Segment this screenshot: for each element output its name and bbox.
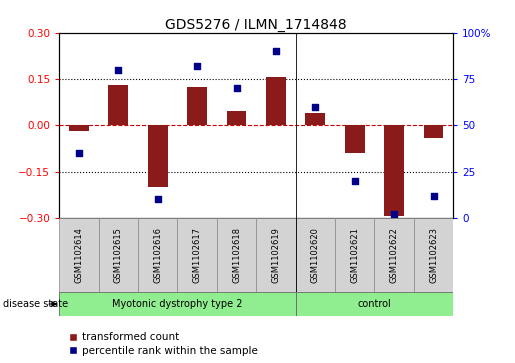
Bar: [148, 125, 167, 187]
Bar: [424, 125, 443, 138]
Text: Myotonic dystrophy type 2: Myotonic dystrophy type 2: [112, 299, 243, 309]
Bar: [177, 218, 217, 292]
Point: [153, 196, 162, 202]
Bar: [99, 218, 138, 292]
Bar: [217, 218, 256, 292]
Bar: [266, 77, 286, 125]
Bar: [414, 218, 453, 292]
Bar: [374, 218, 414, 292]
Bar: [138, 218, 177, 292]
Text: GSM1102616: GSM1102616: [153, 227, 162, 283]
Point: [311, 104, 319, 110]
Bar: [59, 218, 99, 292]
Bar: [256, 218, 296, 292]
Title: GDS5276 / ILMN_1714848: GDS5276 / ILMN_1714848: [165, 18, 347, 32]
Bar: [335, 218, 374, 292]
Text: GSM1102622: GSM1102622: [390, 227, 399, 283]
Bar: [69, 125, 89, 131]
Point: [272, 48, 280, 54]
Text: GSM1102617: GSM1102617: [193, 227, 201, 283]
Point: [232, 85, 241, 91]
Bar: [384, 125, 404, 216]
Bar: [109, 85, 128, 125]
Text: GSM1102615: GSM1102615: [114, 227, 123, 283]
Text: GSM1102618: GSM1102618: [232, 227, 241, 283]
Text: GSM1102623: GSM1102623: [429, 227, 438, 283]
Bar: [187, 87, 207, 125]
Point: [75, 150, 83, 156]
Text: GSM1102614: GSM1102614: [75, 227, 83, 283]
Bar: [305, 113, 325, 125]
Point: [430, 193, 438, 199]
Text: GSM1102621: GSM1102621: [350, 227, 359, 283]
Point: [351, 178, 359, 184]
Legend: transformed count, percentile rank within the sample: transformed count, percentile rank withi…: [64, 328, 262, 360]
Point: [193, 63, 201, 69]
Bar: [227, 111, 246, 125]
Bar: [296, 218, 335, 292]
Text: GSM1102619: GSM1102619: [271, 227, 280, 283]
Point: [390, 211, 398, 217]
Text: disease state: disease state: [3, 299, 67, 309]
Point: [114, 67, 123, 73]
Text: GSM1102620: GSM1102620: [311, 227, 320, 283]
Bar: [296, 292, 453, 316]
Bar: [59, 292, 296, 316]
Text: control: control: [357, 299, 391, 309]
Bar: [345, 125, 365, 153]
